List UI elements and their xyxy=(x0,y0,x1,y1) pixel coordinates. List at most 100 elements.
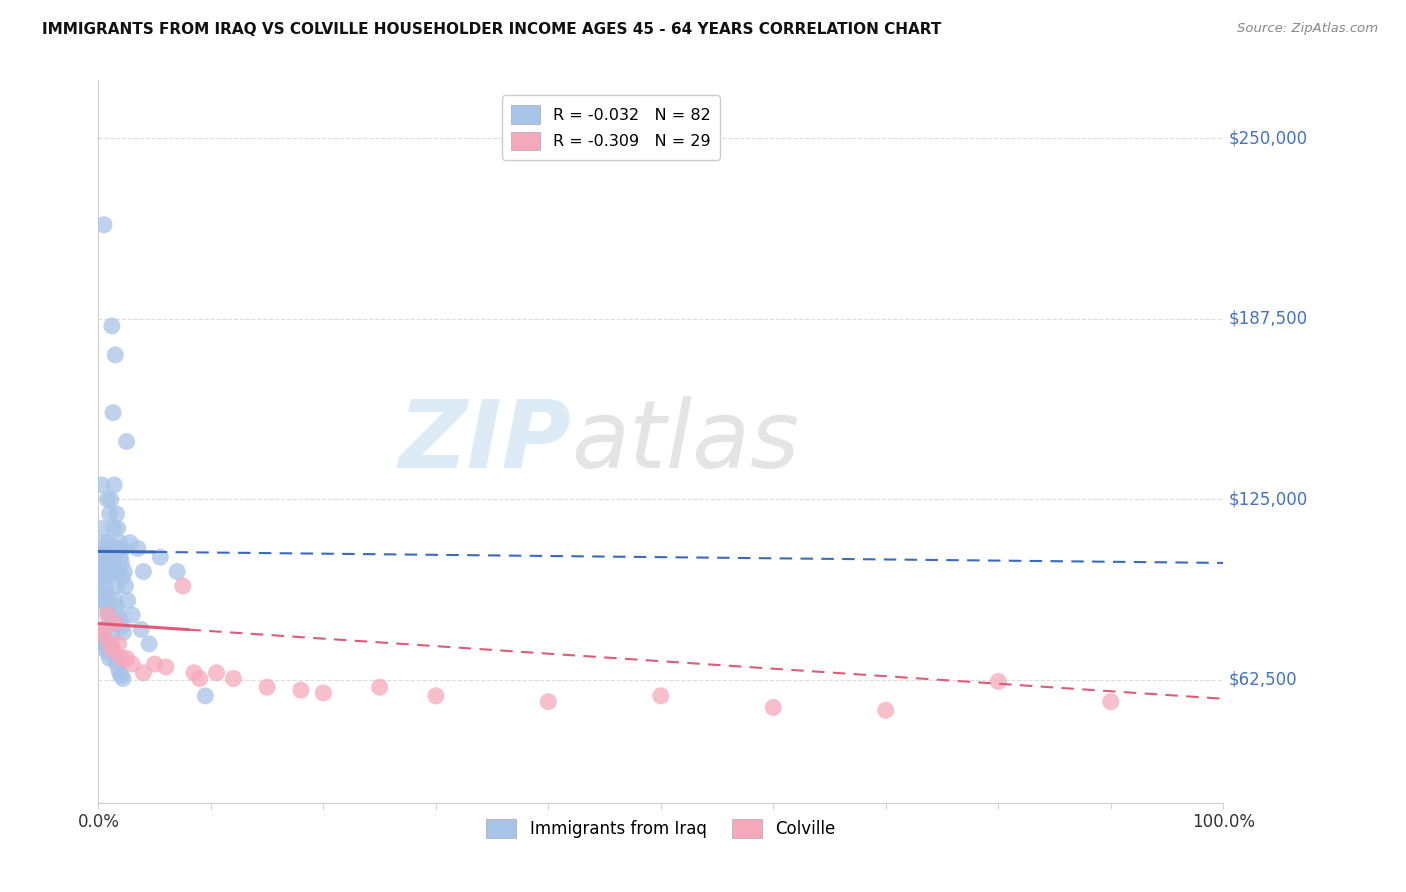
Point xyxy=(98,651,121,665)
Point xyxy=(425,689,447,703)
Point xyxy=(107,607,129,622)
Point xyxy=(111,619,134,633)
Point xyxy=(205,665,228,680)
Point xyxy=(107,660,129,674)
Point xyxy=(94,565,117,579)
Point xyxy=(100,492,122,507)
Point xyxy=(118,535,141,549)
Point xyxy=(104,565,127,579)
Point xyxy=(90,579,112,593)
Point xyxy=(104,593,127,607)
Point xyxy=(127,541,149,556)
Point xyxy=(93,628,115,642)
Point xyxy=(138,637,160,651)
Point xyxy=(111,541,134,556)
Legend: Immigrants from Iraq, Colville: Immigrants from Iraq, Colville xyxy=(479,813,842,845)
Point xyxy=(97,550,120,565)
Point xyxy=(98,541,121,556)
Point xyxy=(256,680,278,694)
Point xyxy=(110,550,132,565)
Point xyxy=(90,478,112,492)
Point xyxy=(290,683,312,698)
Point xyxy=(94,593,117,607)
Point xyxy=(110,651,132,665)
Point xyxy=(143,657,166,671)
Point xyxy=(90,565,112,579)
Point xyxy=(91,521,114,535)
Point xyxy=(166,565,188,579)
Point xyxy=(650,689,672,703)
Point xyxy=(94,579,117,593)
Point xyxy=(91,634,114,648)
Point xyxy=(101,642,124,657)
Text: $187,500: $187,500 xyxy=(1229,310,1308,327)
Point xyxy=(111,672,134,686)
Point xyxy=(101,642,124,657)
Point xyxy=(93,588,115,602)
Point xyxy=(98,507,121,521)
Text: $62,500: $62,500 xyxy=(1229,671,1298,689)
Point xyxy=(312,686,335,700)
Point xyxy=(100,616,122,631)
Point xyxy=(115,434,138,449)
Point xyxy=(97,605,120,619)
Point xyxy=(115,651,138,665)
Point xyxy=(368,680,391,694)
Point xyxy=(96,541,118,556)
Point xyxy=(132,565,155,579)
Point xyxy=(103,521,125,535)
Point xyxy=(94,642,117,657)
Point xyxy=(129,623,152,637)
Point xyxy=(98,637,121,651)
Point xyxy=(89,628,111,642)
Point xyxy=(104,616,127,631)
Point xyxy=(537,695,560,709)
Point xyxy=(108,614,131,628)
Point xyxy=(101,318,124,333)
Point xyxy=(121,657,143,671)
Point xyxy=(104,550,127,565)
Point xyxy=(97,535,120,549)
Point xyxy=(1099,695,1122,709)
Point xyxy=(100,553,122,567)
Point xyxy=(222,672,245,686)
Point xyxy=(107,637,129,651)
Text: ZIP: ZIP xyxy=(398,395,571,488)
Point xyxy=(108,535,131,549)
Point xyxy=(107,565,129,579)
Text: IMMIGRANTS FROM IRAQ VS COLVILLE HOUSEHOLDER INCOME AGES 45 - 64 YEARS CORRELATI: IMMIGRANTS FROM IRAQ VS COLVILLE HOUSEHO… xyxy=(42,22,942,37)
Point xyxy=(183,665,205,680)
Point xyxy=(97,646,120,660)
Point xyxy=(103,623,125,637)
Point xyxy=(149,550,172,565)
Point xyxy=(93,218,115,232)
Point xyxy=(114,579,136,593)
Point xyxy=(103,478,125,492)
Point xyxy=(96,588,118,602)
Point xyxy=(98,611,121,625)
Point xyxy=(96,607,118,622)
Point xyxy=(103,648,125,663)
Text: $250,000: $250,000 xyxy=(1229,129,1308,147)
Point xyxy=(98,547,121,561)
Point xyxy=(94,535,117,549)
Point xyxy=(96,492,118,507)
Text: atlas: atlas xyxy=(571,396,799,487)
Point xyxy=(112,625,135,640)
Point xyxy=(117,593,139,607)
Point xyxy=(110,668,132,682)
Text: Source: ZipAtlas.com: Source: ZipAtlas.com xyxy=(1237,22,1378,36)
Point xyxy=(101,558,124,573)
Point xyxy=(875,703,897,717)
Point xyxy=(91,550,114,565)
Point xyxy=(90,623,112,637)
Point xyxy=(105,599,128,614)
Point xyxy=(96,599,118,614)
Point xyxy=(110,556,132,570)
Point xyxy=(108,541,131,556)
Point xyxy=(105,654,128,668)
Point xyxy=(93,558,115,573)
Text: $125,000: $125,000 xyxy=(1229,491,1308,508)
Point xyxy=(155,660,177,674)
Point xyxy=(188,672,211,686)
